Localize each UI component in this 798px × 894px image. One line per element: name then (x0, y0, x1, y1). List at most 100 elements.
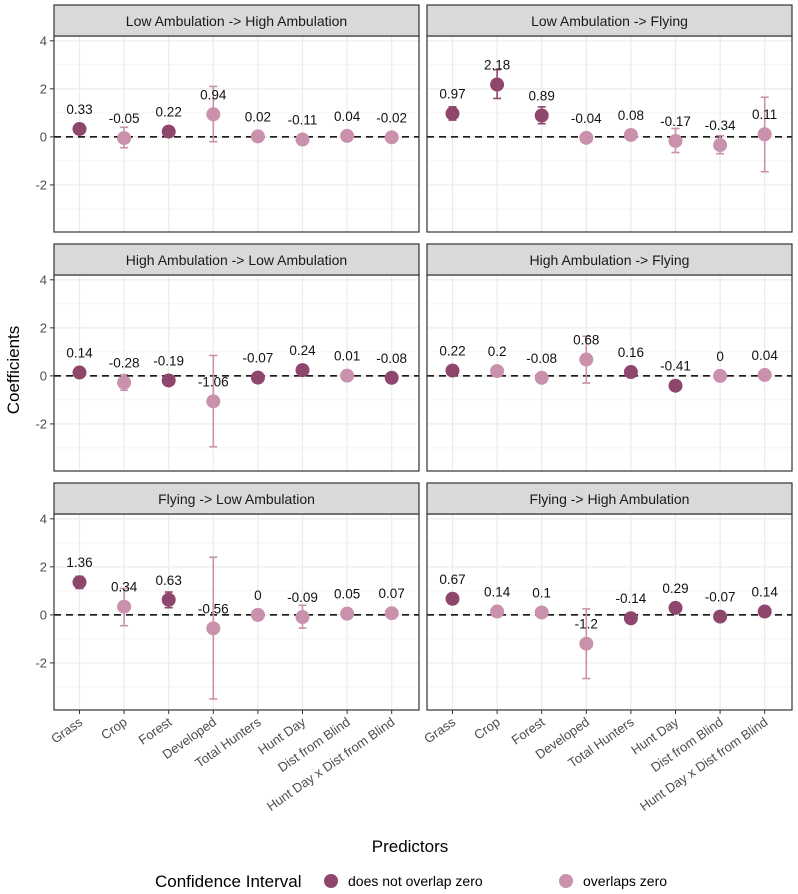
y-tick-label: 4 (40, 272, 47, 287)
data-label: -0.11 (288, 113, 318, 128)
facet-title: Flying -> Low Ambulation (158, 491, 315, 507)
data-label: 0 (254, 588, 262, 603)
plot-background (54, 275, 419, 471)
facet-panel: 0.14 -0.28 -0.19 -1.06 -0.07 0.24 0.01 -0.08 Hig… (35, 243, 420, 472)
data-label: -0.56 (198, 601, 229, 616)
data-label: -0.28 (109, 356, 140, 371)
data-point (623, 127, 638, 142)
data-point (340, 128, 355, 143)
data-point (668, 600, 683, 615)
facet-panel: 0.33 -0.05 0.22 0.94 0.02 -0.11 0.04 -0.02 Low A… (35, 4, 420, 233)
legend-label: does not overlap zero (348, 873, 483, 889)
y-tick-label: 4 (40, 511, 47, 526)
data-point (117, 599, 132, 614)
data-point (384, 130, 399, 145)
data-point (206, 107, 221, 122)
data-label: 0.07 (379, 586, 405, 601)
data-point (490, 604, 505, 619)
data-point (161, 592, 176, 607)
data-point (445, 591, 460, 606)
y-tick-label: -2 (35, 655, 47, 670)
y-tick-label: -2 (35, 177, 47, 192)
plot-background (427, 275, 792, 471)
plot-background (427, 514, 792, 710)
data-label: -0.14 (616, 591, 647, 606)
data-label: 0.89 (529, 89, 555, 104)
data-point (534, 108, 549, 123)
data-point (490, 364, 505, 379)
data-point (757, 127, 772, 142)
data-label: -0.04 (571, 111, 602, 126)
data-label: 0.1 (532, 585, 551, 600)
data-label: 0.94 (200, 87, 227, 102)
data-label: -0.34 (705, 118, 736, 133)
data-point (72, 365, 87, 380)
data-label: 0.11 (752, 107, 777, 122)
data-label: 0.29 (662, 581, 688, 596)
data-point (117, 375, 132, 390)
data-label: 0.22 (439, 344, 465, 359)
facet-panel: 0.67 0.14 0.1 -1.2 -0.14 0.29 -0.07 0.14 Flying … (421, 482, 793, 814)
data-point (206, 621, 221, 636)
data-point (445, 363, 460, 378)
data-label: -0.05 (109, 111, 140, 126)
data-point (384, 370, 399, 385)
facet-title: Low Ambulation -> High Ambulation (126, 13, 347, 29)
data-point (490, 77, 505, 92)
data-label: 0.14 (66, 346, 93, 361)
facet-strip (426, 243, 793, 276)
legend-title: Confidence Interval (155, 872, 301, 891)
data-point (340, 606, 355, 621)
legend: Confidence Interval does not overlap zero… (155, 872, 667, 891)
data-label: 0.14 (752, 585, 779, 600)
data-label: 0.34 (111, 580, 138, 595)
facet-title: Low Ambulation -> Flying (531, 13, 688, 29)
data-label: -1.06 (198, 374, 229, 389)
data-label: -1.2 (575, 617, 598, 632)
x-tick-label: Crop (471, 714, 503, 742)
y-tick-label: 2 (40, 320, 47, 335)
facet-panel: 0.22 0.2 -0.08 0.68 0.16 -0.41 0 0.04 High Ambul… (426, 243, 793, 472)
data-label: 0 (716, 349, 724, 364)
data-label: 0.02 (245, 109, 271, 124)
data-point (295, 132, 310, 147)
facet-strip (53, 482, 420, 515)
x-tick-label: Crop (98, 714, 130, 742)
facet-strip (426, 4, 793, 37)
data-label: -0.09 (287, 590, 318, 605)
data-point (72, 121, 87, 136)
data-label: 0.01 (334, 349, 360, 364)
data-point (72, 575, 87, 590)
data-label: -0.08 (376, 351, 407, 366)
data-point (250, 129, 265, 144)
data-point (206, 394, 221, 409)
plot-background (54, 514, 419, 710)
plot-background (54, 36, 419, 232)
facet-title: High Ambulation -> Low Ambulation (126, 252, 347, 268)
data-point (579, 636, 594, 651)
data-point (579, 352, 594, 367)
x-axis-title: Predictors (372, 837, 449, 856)
y-tick-label: -2 (35, 416, 47, 431)
x-tick-label: Grass (421, 714, 458, 746)
facet-strip (53, 243, 420, 276)
data-label: -0.08 (526, 351, 557, 366)
data-label: 2.18 (484, 58, 510, 73)
data-point (713, 368, 728, 383)
data-label: 0.2 (488, 344, 507, 359)
data-label: 0.04 (334, 109, 361, 124)
data-label: 0.08 (618, 108, 644, 123)
data-point (445, 106, 460, 121)
data-label: 0.24 (289, 343, 316, 358)
data-point (713, 138, 728, 153)
data-label: 0.63 (156, 573, 182, 588)
y-tick-label: 2 (40, 81, 47, 96)
data-label: 0.14 (484, 585, 511, 600)
legend-label: overlaps zero (583, 873, 667, 889)
facet-strip (53, 4, 420, 37)
facet-title: Flying -> High Ambulation (530, 491, 690, 507)
data-point (713, 609, 728, 624)
data-point (534, 605, 549, 620)
data-label: 0.33 (66, 102, 92, 117)
